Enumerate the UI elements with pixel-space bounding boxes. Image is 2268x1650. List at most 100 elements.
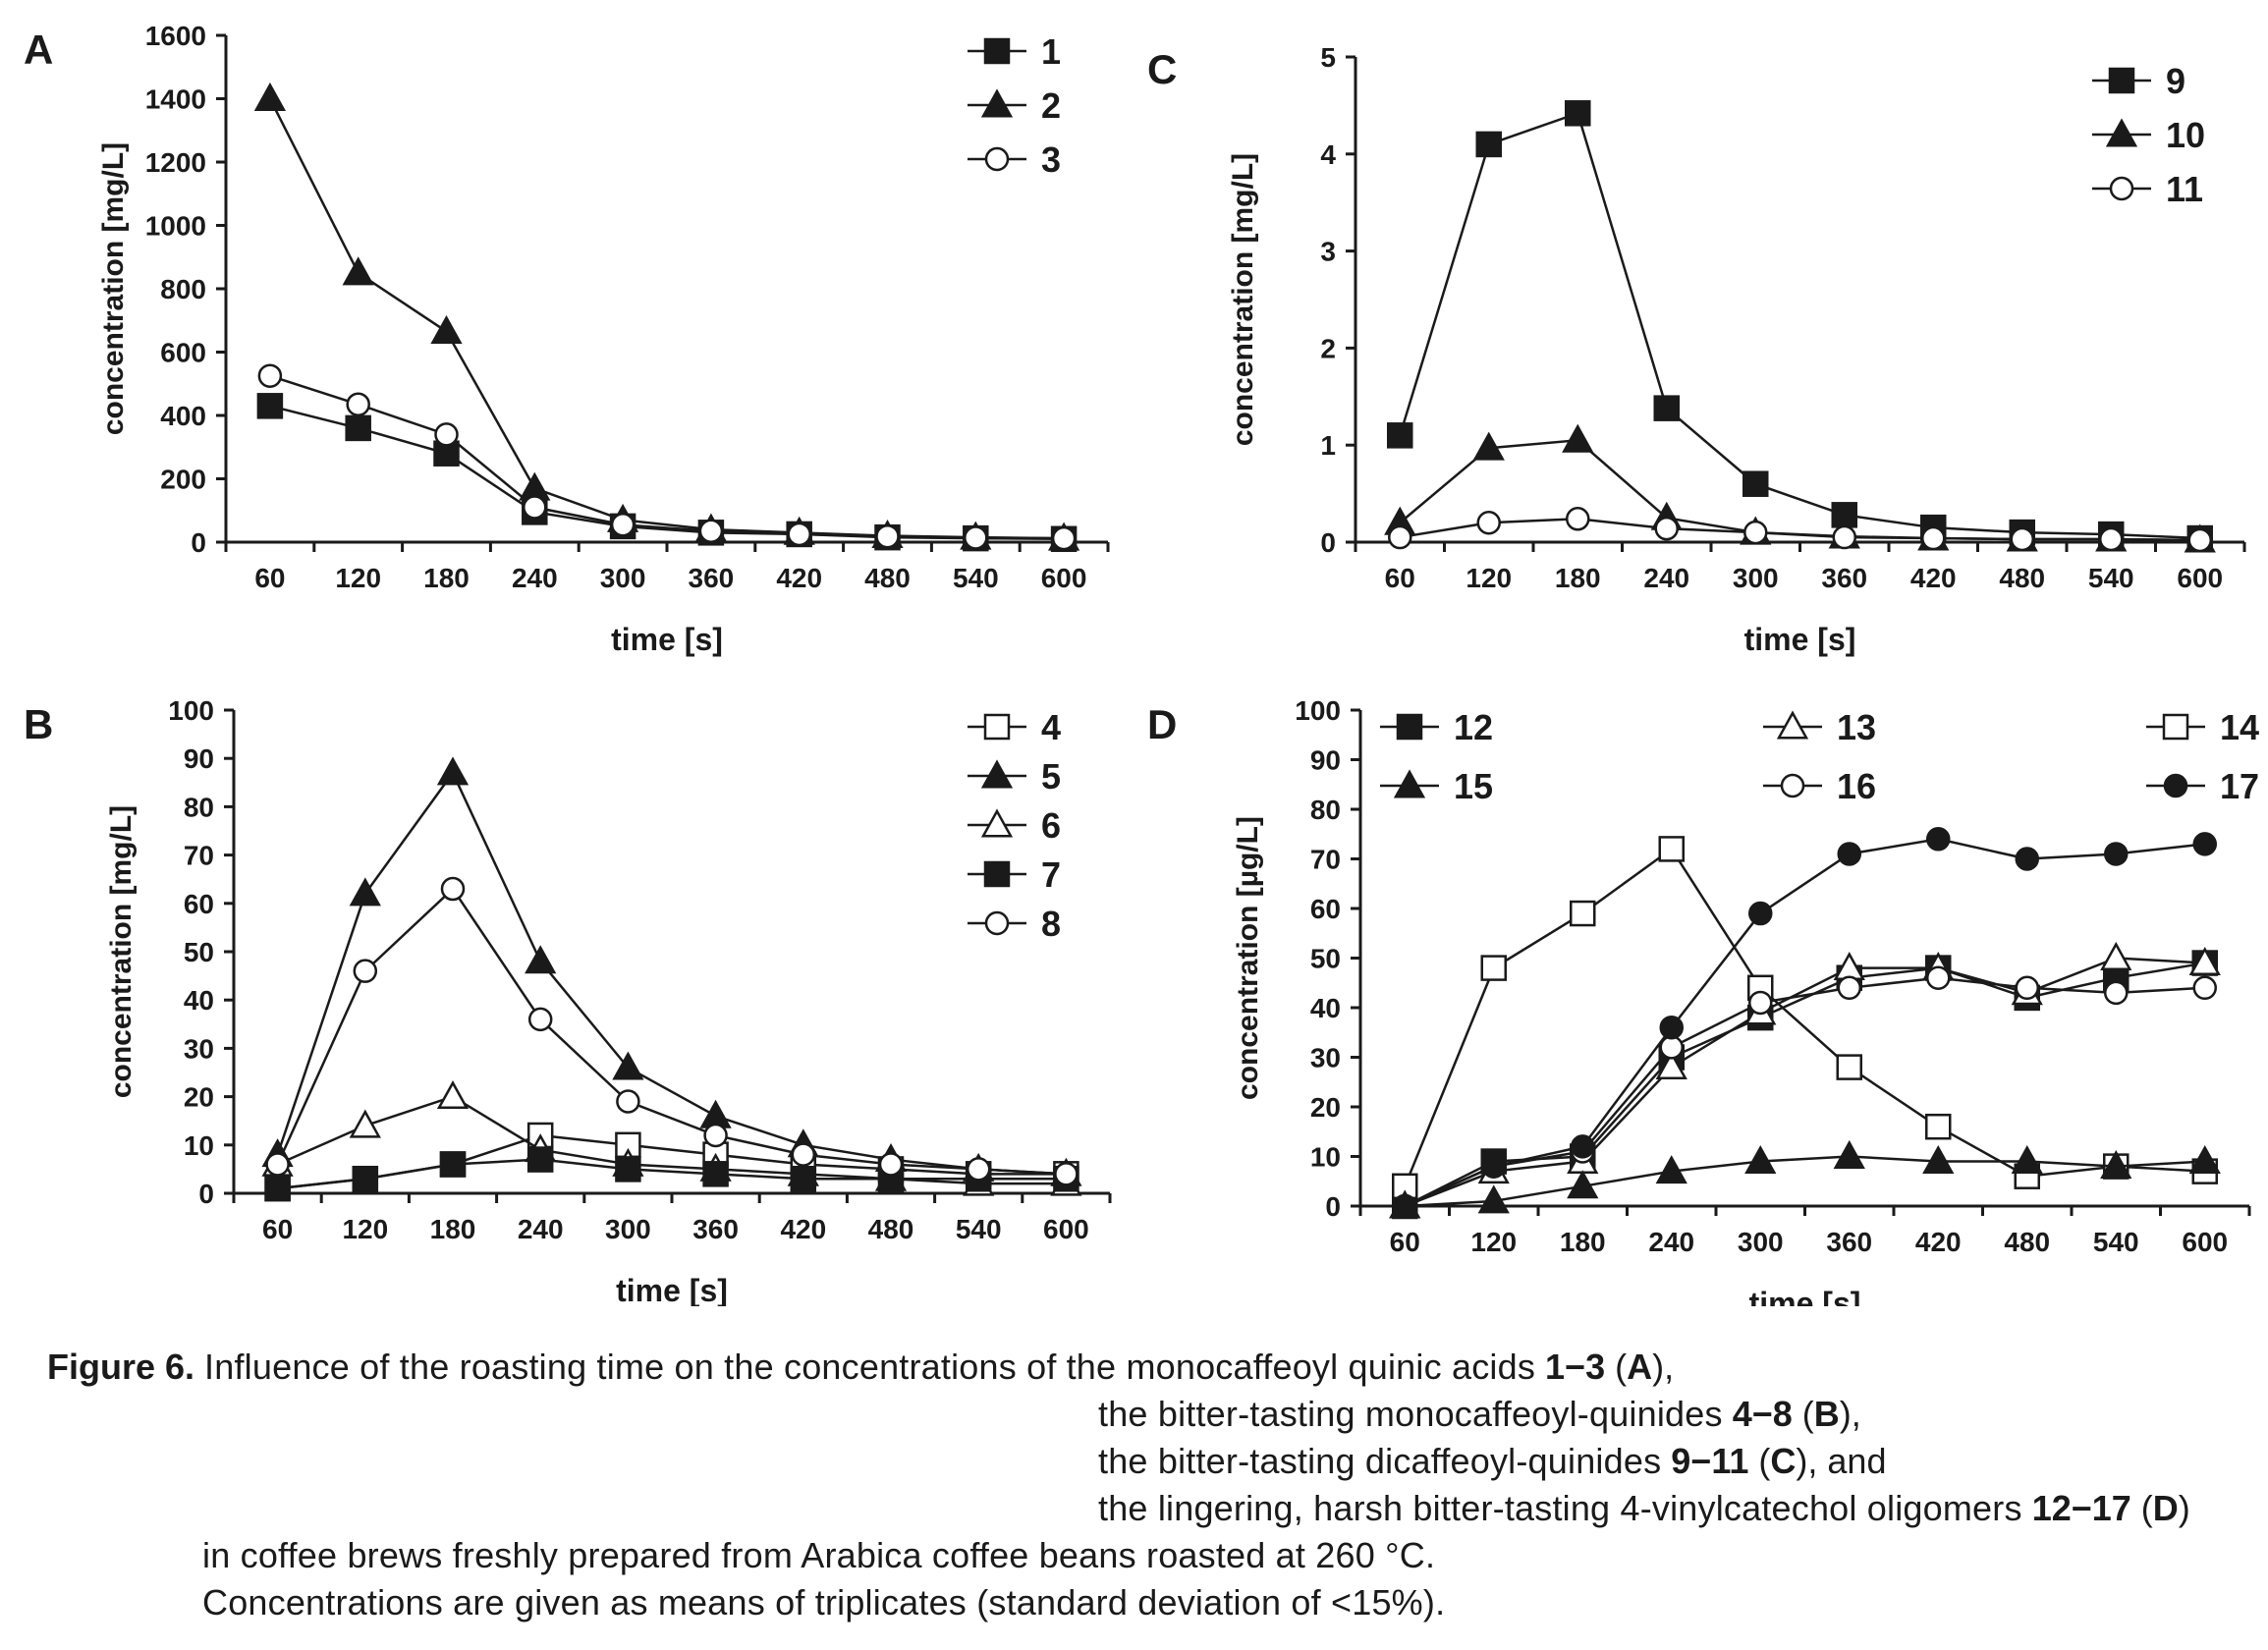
panel-d-point [1926,827,1951,852]
panel-b-x-tick-label: 360 [692,1214,739,1244]
panel-c-point [1566,507,1590,531]
panel-b-y-tick-label: 60 [184,889,214,919]
panel-b-legend-label: 4 [1041,707,1061,747]
panel-b-legend-marker [983,860,1011,888]
panel-b-point [790,1165,817,1192]
panel-b-y-tick-label: 80 [184,792,214,822]
panel-d-series-14-line [1404,847,2205,1187]
panel-d-y-tick-label: 40 [1310,993,1341,1023]
panel-b-legend-marker [980,808,1014,838]
panel-a-x-tick-label: 60 [254,563,285,593]
panel-c-series-11-line [1400,518,2200,542]
panel-d-point [2011,1144,2043,1174]
panel-c-x-tick-label: 60 [1385,563,1415,593]
panel-c-x-tick-label: 240 [1643,563,1689,593]
panel-c-x-tick-label: 600 [2177,563,2223,593]
panel-c-point [1475,131,1502,158]
panel-d-point [1922,1144,1955,1174]
panel-b-x-tick-label: 120 [342,1214,388,1244]
caption-line2-panel: B [1813,1394,1840,1434]
panel-c-point [1388,524,1412,550]
panel-a-point [1051,525,1077,551]
panel-b-point [439,1151,467,1178]
panel-c-x-tick-label: 540 [2088,563,2134,593]
panel-d-point [1571,1134,1595,1159]
panel-a-series-3-line [269,374,1065,540]
panel-c-y-tick-label: 4 [1320,139,1336,170]
panel-d-point [2015,975,2039,1001]
panel-a-point [523,495,547,520]
panel-d-x-tick-label: 540 [2093,1227,2139,1257]
panel-b-legend-entry: 4 [968,707,1061,747]
panel-d-legend-entry: 14 [2146,707,2259,747]
panel-b-series-5-line [276,770,1067,1176]
panel-d-point [2104,842,2129,866]
panel-d-legend-label: 14 [2220,707,2259,747]
panel-a-y-tick-label: 800 [160,274,206,304]
panel-a-legend-entry: 1 [968,31,1061,72]
panel-a-letter: A [24,27,53,73]
panel-c-point [1832,524,1856,550]
panel-c-legend-label: 11 [2166,169,2203,209]
panel-c-series-9-line [1399,111,2200,540]
panel-a-x-tick-label: 600 [1041,563,1087,593]
panel-d-x-tick-label: 60 [1390,1227,1420,1257]
panel-b-point [615,1156,641,1182]
panel-a-x-tick-label: 300 [600,563,646,593]
panel-c-series-11 [1388,507,2212,553]
panel-c-legend-entry: 9 [2092,61,2185,101]
panel-c-legend-marker [2105,118,2138,147]
panel-c-legend-marker [2108,67,2135,94]
panel-d-x-tick-label: 300 [1738,1227,1784,1257]
panel-b-series-8 [265,876,1079,1186]
panel-a-y-tick-label: 200 [160,465,206,495]
panel-a-series-2-line [268,97,1065,540]
panel-d-y-tick-label: 50 [1310,944,1341,974]
panel-c-point [2099,526,2124,552]
panel-b-point [525,945,557,974]
panel-b-legend-entry: 5 [968,756,1061,797]
panel-a-point [430,314,463,344]
caption-line1-range: 1−3 [1545,1347,1606,1387]
panel-d-legend-marker [1396,713,1423,741]
panel-a-y-tick-label: 1200 [145,147,206,178]
panel-d-y-axis-title: concentration [µg/L] [1232,816,1264,1100]
panel-b-legend-marker [980,759,1014,789]
panel-d-point [1748,990,1773,1016]
panel-c-series-10-line [1399,438,2200,542]
panel-a-legend-entry: 2 [968,85,1061,126]
panel-a-point [342,256,374,286]
panel-c-x-tick-label: 360 [1821,563,1867,593]
panel-d-legend-label: 17 [2220,766,2259,806]
panel-b-y-tick-label: 0 [198,1179,214,1209]
panel-b-point [699,1099,732,1128]
panel-b-point [966,1157,991,1182]
caption-line4-panel: D [2152,1488,2179,1528]
panel-a-x-tick-label: 540 [953,563,999,593]
panel-b-letter: B [24,701,53,747]
panel-d-point [1833,1139,1865,1169]
panel-c-legend-label: 10 [2166,115,2205,155]
panel-b-legend-marker [983,713,1011,741]
panel-d-legend-label: 15 [1454,766,1493,806]
panel-c-point [1562,423,1594,453]
panel-b-point [1054,1162,1079,1186]
panel-c-point [1921,525,1946,551]
panel-b-y-axis-title: concentration [mg/L] [105,805,138,1098]
panel-d-legend-label: 16 [1837,766,1876,806]
panel-a-point [787,522,811,547]
panel-d-legend-label: 13 [1837,707,1876,747]
panel-d-point [1480,955,1507,981]
panel-a-x-tick-label: 240 [512,563,558,593]
panel-a-point [253,82,287,111]
panel-c-point [2187,527,2212,553]
panel-d-legend-entry: 13 [1763,707,1876,747]
panel-a-y-tick-label: 600 [160,338,206,368]
panel-a-legend-label: 2 [1041,85,1061,126]
panel-b-series-7-line [277,1158,1067,1190]
caption-line6: Concentrations are given as means of tri… [202,1582,1446,1622]
panel-d-point [1567,1170,1599,1199]
panel-b-y-tick-label: 30 [184,1033,214,1064]
panel-b-point [352,1165,379,1192]
